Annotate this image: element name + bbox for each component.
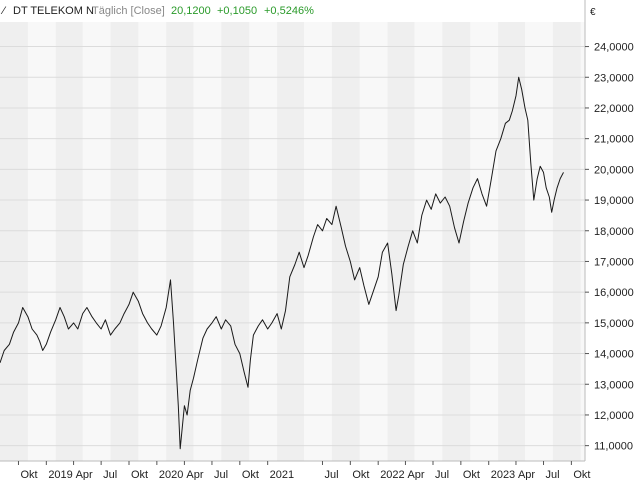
x-tick-label: Jul — [214, 469, 228, 480]
quarter-band — [387, 22, 415, 461]
x-tick-label: Okt — [573, 469, 590, 480]
x-tick-label: Apr — [76, 469, 93, 480]
y-tick-label: 24,0000 — [594, 42, 634, 54]
y-tick-label: 18,0000 — [594, 226, 634, 238]
price-series-line — [0, 76, 564, 450]
chart-header: ⁄ DT TELEKOM N Täglich [Close] 20,1200 +… — [0, 0, 322, 20]
background-bands — [0, 22, 585, 461]
y-tick-label: 19,0000 — [594, 195, 634, 207]
quarter-band — [442, 22, 471, 461]
x-tick-label: 2021 — [270, 469, 294, 480]
x-tick-label: 2019 — [48, 469, 72, 480]
instrument-name: DT TELEKOM N — [13, 5, 94, 17]
y-tick-label: 11,0000 — [594, 441, 633, 453]
y-tick-label: 21,0000 — [594, 134, 634, 146]
grid-lines — [0, 46, 585, 447]
currency-label: € — [590, 7, 596, 18]
x-axis: Okt 2019 Apr Jul Okt 2020 Apr Jul Okt 2021 Jul Okt 2… — [17, 461, 590, 481]
y-tick-label: 16,0000 — [594, 287, 634, 299]
y-axis: 11,0000 12,0000 13,0000 14,0000 15,0000 16,00… — [585, 42, 634, 453]
x-tick-label: Apr — [186, 469, 203, 480]
quarter-band — [331, 22, 360, 461]
x-tick-label: Okt — [131, 469, 148, 480]
quarter-band — [221, 22, 250, 461]
x-tick-label: Jul — [103, 469, 117, 480]
x-tick-label: Okt — [242, 469, 259, 480]
x-tick-label: Okt — [20, 469, 37, 480]
x-tick-label: 2022 — [380, 469, 404, 480]
x-tick-label: Jul — [324, 469, 338, 480]
price-change-percent: +0,5246% — [264, 5, 314, 17]
x-tick-label: 2020 — [159, 469, 183, 480]
quarter-band — [498, 22, 526, 461]
x-tick-label: Okt — [463, 469, 480, 480]
series-layer — [0, 76, 564, 450]
chart-glyph-icon: ⁄ — [0, 5, 7, 17]
price-change: +0,1050 — [217, 5, 257, 17]
last-price: 20,1200 — [171, 5, 211, 17]
quarter-band — [55, 22, 83, 461]
x-tick-label: Jul — [546, 469, 560, 480]
x-tick-label: Apr — [518, 469, 535, 480]
quarter-band — [110, 22, 139, 461]
x-tick-label: 2023 — [491, 469, 515, 480]
quarter-band — [0, 22, 28, 461]
y-tick-label: 12,0000 — [594, 410, 634, 422]
y-tick-label: 22,0000 — [594, 103, 634, 115]
y-tick-label: 23,0000 — [594, 72, 634, 84]
quarter-band — [552, 22, 581, 461]
quarter-band — [166, 22, 194, 461]
y-tick-label: 20,0000 — [594, 164, 634, 176]
x-tick-label: Apr — [407, 469, 424, 480]
y-tick-label: 14,0000 — [594, 349, 634, 361]
x-tick-label: Jul — [435, 469, 449, 480]
quarter-band — [277, 22, 305, 461]
x-tick-label: Okt — [352, 469, 369, 480]
y-tick-label: 15,0000 — [594, 318, 634, 330]
chart-mode: Täglich [Close] — [92, 5, 165, 17]
y-tick-label: 17,0000 — [594, 256, 634, 268]
y-tick-label: 13,0000 — [594, 379, 634, 391]
